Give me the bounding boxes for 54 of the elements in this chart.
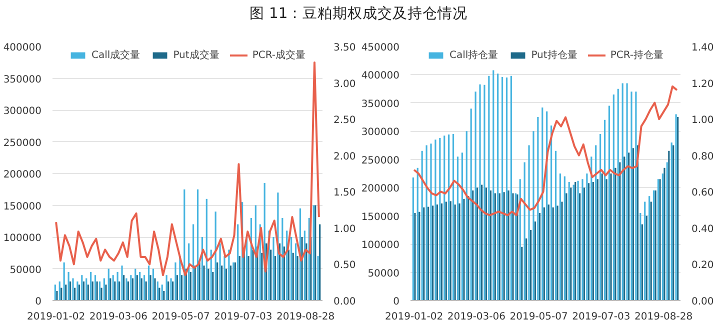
x-tick-label: 2019-05-07 <box>152 312 210 322</box>
y2-tick-label: 1.20 <box>692 78 714 90</box>
y2-tick-label: 0.80 <box>692 151 714 162</box>
y-tick-label: 400000 <box>3 42 42 54</box>
y-tick-label: 300000 <box>361 127 400 138</box>
y-tick-label: 450000 <box>361 42 400 54</box>
y-tick-label: 250000 <box>361 155 400 166</box>
y-tick-label: 400000 <box>361 70 400 82</box>
legend-label: Put成交量 <box>173 48 220 62</box>
legend-label: Call持仓量 <box>450 48 498 62</box>
legend-label: PCR-成交量 <box>252 48 306 62</box>
y-tick-label: 50000 <box>368 268 400 280</box>
y2-tick-label: 0.60 <box>692 188 714 199</box>
y2-tick-label: 1.40 <box>692 42 714 54</box>
legend-label: PCR-持仓量 <box>610 48 664 62</box>
x-tick-label: 2019-07-03 <box>214 312 272 322</box>
x-tick-label: 2019-01-02 <box>27 312 86 322</box>
y2-tick-label: 0.20 <box>692 260 714 272</box>
y2-tick-label: 0.00 <box>692 296 714 308</box>
y2-tick-label: 3.00 <box>334 78 356 90</box>
y-tick-label: 200000 <box>361 184 400 195</box>
x-tick-label: 2019-03-06 <box>89 312 148 322</box>
y-tick-label: 100000 <box>361 240 400 252</box>
y-tick-label: 350000 <box>3 74 42 86</box>
x-tick-label: 2019-08-28 <box>276 312 335 322</box>
y-tick-label: 250000 <box>3 138 42 149</box>
x-tick-label: 2019-03-06 <box>447 312 506 322</box>
y-tick-label: 150000 <box>361 212 400 223</box>
y-tick-label: 100000 <box>3 233 42 244</box>
text: 图 11：豆粕期权成交及持仓情况 <box>249 5 468 22</box>
x-tick-label: 2019-01-02 <box>385 312 444 322</box>
line-series <box>55 61 320 276</box>
legend-label: Put持仓量 <box>531 48 578 62</box>
y2-tick-label: 1.50 <box>334 188 356 199</box>
x-tick-label: 2019-08-28 <box>634 312 693 322</box>
x-tick-label: 2019-07-03 <box>572 312 630 322</box>
legend-label: Call成交量 <box>92 48 140 62</box>
y2-tick-label: 1.00 <box>692 115 714 126</box>
y2-tick-label: 0.00 <box>334 296 356 308</box>
y2-tick-label: 1.00 <box>334 224 356 235</box>
y-tick-label: 200000 <box>3 170 42 180</box>
y-tick-label: 0 <box>393 296 400 308</box>
x-tick-label: 2019-05-07 <box>510 312 568 322</box>
y-tick-label: 0 <box>35 296 42 308</box>
y-tick-label: 150000 <box>3 201 42 212</box>
y2-tick-label: 2.50 <box>334 115 356 126</box>
y2-tick-label: 3.50 <box>334 42 356 54</box>
y-tick-label: 50000 <box>10 264 42 276</box>
y2-tick-label: 0.40 <box>692 224 714 235</box>
y2-tick-label: 2.00 <box>334 151 356 162</box>
y2-tick-label: 0.50 <box>334 260 356 272</box>
y-tick-label: 300000 <box>3 106 42 117</box>
y-tick-label: 350000 <box>361 98 400 110</box>
line-series <box>413 85 678 216</box>
